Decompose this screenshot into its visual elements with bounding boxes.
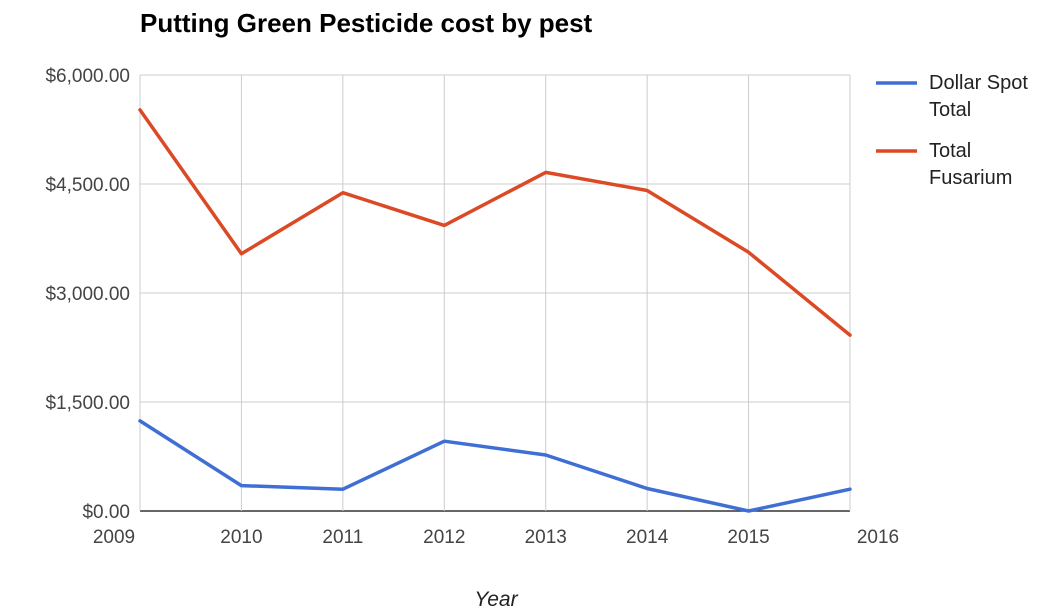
x-axis-title: Year bbox=[474, 588, 518, 609]
legend: Dollar Spot Total Total Fusarium bbox=[876, 72, 1028, 189]
y-tick-label: $1,500.00 bbox=[45, 393, 130, 414]
y-tick-label: $3,000.00 bbox=[45, 284, 130, 305]
x-tick-label: 2016 bbox=[857, 527, 899, 548]
y-tick-label: $0.00 bbox=[82, 502, 130, 523]
series-line-1 bbox=[138, 419, 852, 513]
y-tick-labels: $0.00 $1,500.00 $3,000.00 $4,500.00 $6,000.0… bbox=[45, 66, 130, 523]
x-tick-label: 2011 bbox=[322, 527, 363, 548]
grid-layer bbox=[139, 74, 851, 512]
series-line-2 bbox=[138, 108, 852, 337]
legend-label: Total bbox=[929, 99, 971, 121]
x-tick-label: 2015 bbox=[727, 527, 769, 548]
chart-title: Putting Green Pesticide cost by pest bbox=[140, 8, 593, 38]
legend-label: Dollar Spot bbox=[929, 72, 1028, 94]
x-tick-label: 2009 bbox=[93, 527, 135, 548]
legend-label: Total bbox=[929, 140, 971, 162]
x-tick-label: 2012 bbox=[423, 527, 465, 548]
y-tick-label: $4,500.00 bbox=[45, 175, 130, 196]
series-layer bbox=[138, 108, 852, 513]
y-tick-label: $6,000.00 bbox=[45, 66, 130, 87]
legend-label: Fusarium bbox=[929, 167, 1012, 189]
x-tick-label: 2014 bbox=[626, 527, 669, 548]
x-tick-label: 2013 bbox=[525, 527, 567, 548]
x-tick-label: 2010 bbox=[220, 527, 262, 548]
x-tick-labels: 2009 2010 2011 2012 2013 2014 2015 2016 bbox=[93, 527, 899, 548]
